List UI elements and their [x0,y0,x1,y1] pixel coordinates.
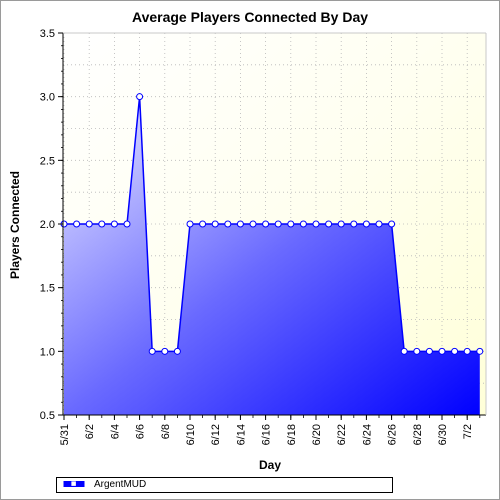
x-tick-label: 7/2 [462,424,474,439]
data-point [186,220,194,228]
data-point [388,220,396,228]
data-point [236,220,244,228]
data-point [375,220,383,228]
legend-label: ArgentMUD [94,479,147,490]
y-tick-label: 2.0 [40,219,55,231]
chart-title: Average Players Connected By Day [131,9,369,25]
x-tick-label: 6/16 [261,424,273,445]
data-point [136,93,144,101]
y-tick-label: 0.5 [40,410,55,422]
data-point [325,220,333,228]
x-tick-label: 6/4 [109,424,121,439]
x-tick-label: 6/2 [84,424,96,439]
data-point [73,220,81,228]
y-tick-label: 1.0 [40,346,55,358]
data-point [350,220,358,228]
data-point [287,220,295,228]
series-line [64,96,480,353]
legend: ArgentMUD [56,477,393,493]
data-point [224,220,232,228]
data-point [85,220,93,228]
data-point [123,220,131,228]
data-point [413,347,421,355]
x-tick-label: 5/31 [59,424,71,445]
data-point [451,347,459,355]
data-point [425,347,433,355]
data-point [173,347,181,355]
data-point [400,347,408,355]
x-tick-label: 6/6 [135,424,147,439]
data-point [199,220,207,228]
x-axis-label: Day [258,458,282,472]
data-point [249,220,257,228]
data-point [148,347,156,355]
x-tick-label: 6/24 [361,424,373,445]
data-point [211,220,219,228]
y-tick-label: 3.0 [40,92,55,104]
data-point [262,220,270,228]
y-tick-label: 3.5 [40,28,55,40]
x-tick-label: 6/26 [387,424,399,445]
x-tick-label: 6/22 [336,424,348,445]
data-point [161,347,169,355]
data-point [337,220,345,228]
x-tick-label: 6/30 [437,424,449,445]
data-point [476,347,484,355]
x-tick-label: 6/18 [286,424,298,445]
data-point [438,347,446,355]
series-area [64,96,480,416]
data-point [362,220,370,228]
data-point [299,220,307,228]
data-point [312,220,320,228]
x-tick-label: 6/28 [412,424,424,445]
x-tick-label: 6/20 [311,424,323,445]
x-tick-label: 6/12 [210,424,222,445]
x-tick-label: 6/10 [185,424,197,445]
data-point [110,220,118,228]
data-point [463,347,471,355]
x-tick-label: 6/14 [235,424,247,445]
y-tick-label: 2.5 [40,155,55,167]
x-tick-label: 6/8 [160,424,172,439]
data-point [274,220,282,228]
y-tick-label: 1.5 [40,283,55,295]
legend-swatch [63,481,85,487]
data-point [98,220,106,228]
